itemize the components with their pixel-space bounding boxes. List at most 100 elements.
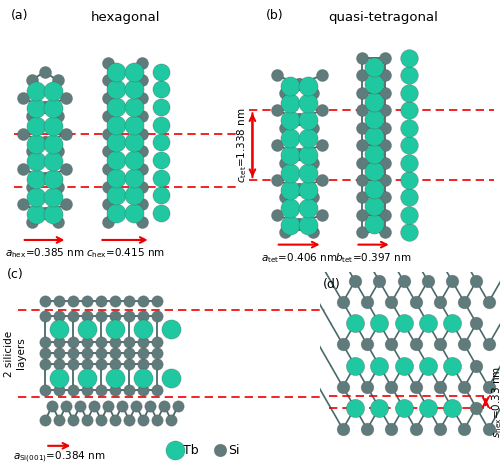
Point [400,320,407,327]
Point [130,156,138,164]
Point [40,68,48,75]
Point [138,218,146,226]
Text: $c_{\mathrm{hex}}$=0.415 nm: $c_{\mathrm{hex}}$=0.415 nm [86,246,164,260]
Point [381,141,389,149]
Point [112,121,120,128]
Point [40,139,48,146]
Point [157,174,165,181]
Point [381,228,389,236]
Point [157,121,165,128]
Point [130,121,138,128]
Point [97,298,105,305]
Point [460,425,468,433]
Point [83,416,91,424]
Point [56,360,64,368]
Point [273,107,281,114]
Point [104,77,112,84]
Point [358,211,366,219]
Point [171,446,179,454]
Point [97,386,105,394]
Point [130,139,138,146]
Text: $a_{\mathrm{Si(001)}}$=0.384 nm: $a_{\mathrm{Si(001)}}$=0.384 nm [13,450,106,465]
Point [358,141,366,149]
Point [351,362,359,369]
Point [286,187,294,194]
Point [286,151,294,159]
Point [97,338,105,345]
Point [104,112,112,119]
Point [370,63,378,70]
Text: $c_{\mathrm{tet}}$=1.338 nm: $c_{\mathrm{tet}}$=1.338 nm [235,107,248,183]
Point [139,349,147,357]
Point [112,174,120,181]
Point [282,194,290,201]
Point [304,134,312,141]
Point [273,176,281,184]
Point [42,338,50,345]
Point [381,194,389,201]
Point [32,87,40,94]
Point [376,404,384,412]
Point [130,86,138,93]
Point [484,341,492,348]
Text: 2 silicide
layers: 2 silicide layers [4,330,26,376]
Point [50,193,58,201]
Point [111,416,119,424]
Point [309,228,317,236]
Point [295,185,303,193]
Point [83,374,91,381]
Point [318,72,326,79]
Point [472,404,480,412]
Point [351,320,359,327]
Point [448,362,456,369]
Point [424,320,432,327]
Point [28,183,36,190]
Point [363,383,371,391]
Point [153,360,161,368]
Point [130,68,138,75]
Point [139,298,147,305]
Point [286,134,294,141]
Point [460,383,468,391]
Point [111,312,119,320]
Point [412,425,420,433]
Point [309,89,317,97]
Point [153,349,161,357]
Text: (a): (a) [11,9,28,22]
Text: quasi-tetragonal: quasi-tetragonal [328,11,438,24]
Point [104,183,112,190]
Point [309,159,317,166]
Point [424,404,432,412]
Point [167,416,175,424]
Point [76,402,84,409]
Point [54,112,62,119]
Point [388,383,396,391]
Point [381,72,389,79]
Point [424,320,432,327]
Point [50,175,58,183]
Point [111,349,119,357]
Point [472,277,480,285]
Point [157,139,165,146]
Point [157,86,165,93]
Point [40,174,48,181]
Point [286,169,294,176]
Point [139,360,147,368]
Point [286,82,294,89]
Point [318,141,326,149]
Point [56,374,64,381]
Point [282,89,290,97]
Point [282,124,290,132]
Point [295,220,303,227]
Point [139,374,147,381]
Point [153,312,161,320]
Point [436,425,444,433]
Point [56,416,64,424]
Point [50,157,58,165]
Point [370,98,378,105]
Point [363,298,371,306]
Point [351,320,359,327]
Text: $b_{\mathrm{tet}}$=0.397 nm: $b_{\mathrm{tet}}$=0.397 nm [336,251,412,265]
Point [358,194,366,201]
Point [112,103,120,111]
